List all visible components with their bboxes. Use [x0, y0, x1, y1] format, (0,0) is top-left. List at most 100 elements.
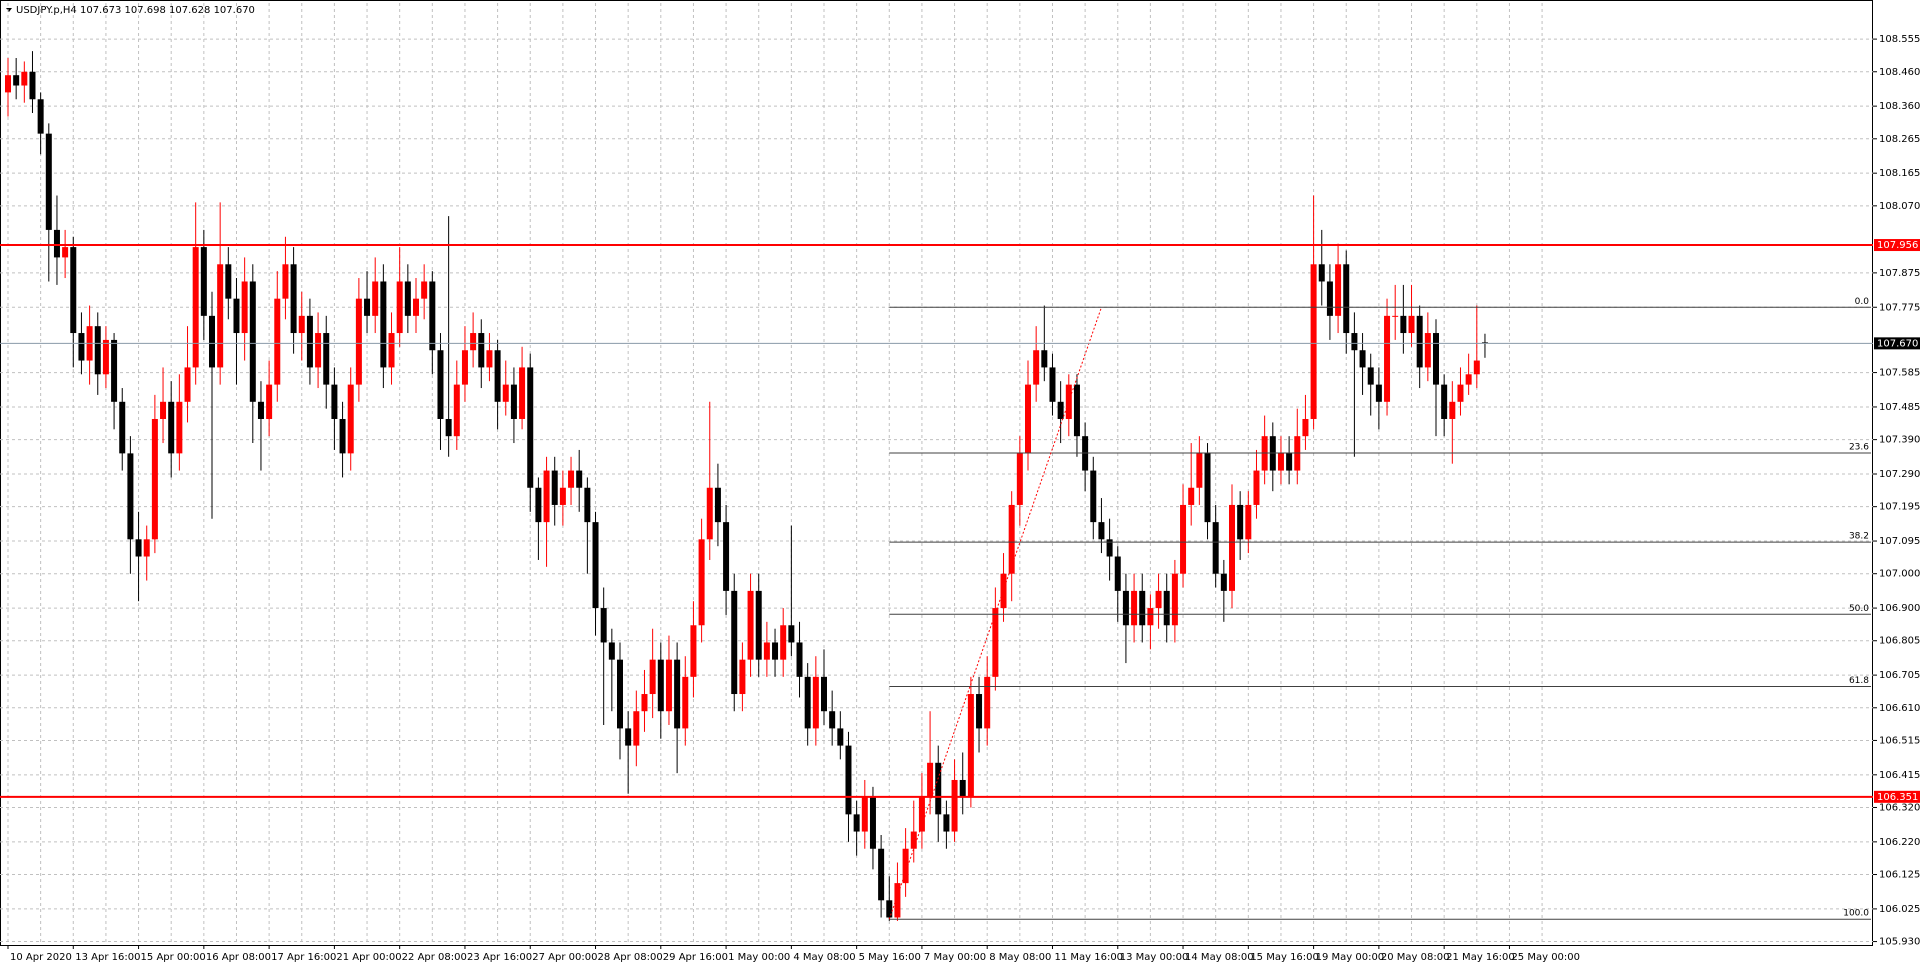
candle-body	[388, 333, 395, 368]
candle-body	[1473, 360, 1480, 375]
price-label-box	[1874, 337, 1920, 350]
candle-body	[274, 298, 281, 385]
candle-body	[1416, 315, 1423, 368]
candle-body	[976, 694, 983, 729]
candle-body	[869, 797, 876, 849]
candle-body	[486, 350, 493, 368]
y-tick-label: 107.875	[1879, 268, 1920, 279]
candle-body	[731, 590, 738, 695]
candle-body	[1400, 315, 1407, 334]
x-tick-label: 16 Apr 08:00	[206, 952, 271, 963]
y-tick-label: 107.390	[1879, 435, 1920, 446]
x-tick-label: 14 May 08:00	[1185, 952, 1254, 963]
candle-body	[445, 418, 452, 437]
candle-body	[119, 401, 126, 454]
x-tick-label: 29 Apr 16:00	[663, 952, 728, 963]
y-tick-label: 106.220	[1879, 837, 1920, 848]
candle-body	[1188, 487, 1195, 505]
x-tick-label: 15 Apr 00:00	[141, 952, 206, 963]
candle-body	[943, 814, 950, 832]
price-label: 107.670	[1877, 338, 1918, 349]
candle-body	[1310, 264, 1317, 419]
candle-body	[878, 848, 885, 901]
candle-body	[184, 367, 191, 402]
candle-body	[739, 659, 746, 695]
x-tick-label: 19 May 00:00	[1316, 952, 1385, 963]
candle-body	[102, 339, 109, 375]
x-tick-label: 15 May 16:00	[1250, 952, 1319, 963]
candle-body	[315, 333, 322, 368]
fib-level-label: 61.8	[1849, 676, 1869, 686]
candle-body	[1131, 590, 1138, 626]
candle-body	[127, 453, 134, 540]
candle-body	[1384, 315, 1391, 402]
candle-body	[755, 590, 762, 660]
candle-body	[1343, 264, 1350, 334]
fib-level-label: 23.6	[1849, 443, 1869, 453]
candle-body	[641, 694, 648, 712]
candle-body	[355, 298, 362, 385]
candle-body	[1237, 504, 1244, 540]
candle-body	[649, 659, 656, 695]
candle-body	[935, 762, 942, 815]
candle-body	[135, 539, 142, 557]
candle-body	[837, 728, 844, 746]
candle-body	[1220, 573, 1227, 591]
candle-body	[1245, 504, 1252, 540]
x-tick-label: 27 Apr 00:00	[532, 952, 597, 963]
candle-body	[1049, 367, 1056, 402]
y-tick-label: 106.805	[1879, 636, 1920, 647]
x-tick-label: 8 May 08:00	[989, 952, 1051, 963]
candle-body	[266, 384, 273, 419]
y-tick-label: 106.515	[1879, 735, 1920, 746]
candle-body	[364, 298, 371, 316]
candle-body	[1065, 384, 1072, 419]
y-tick-label: 106.610	[1879, 703, 1920, 714]
candle-body	[690, 625, 697, 677]
candle-body	[568, 470, 575, 488]
candle-body	[461, 350, 468, 385]
candle-body	[1196, 453, 1203, 488]
candle-body	[429, 281, 436, 351]
candle-body	[160, 401, 167, 419]
candle-body	[176, 401, 183, 454]
x-tick-label: 13 May 00:00	[1120, 952, 1189, 963]
candle-body	[886, 900, 893, 918]
candle-body	[1229, 504, 1235, 591]
candle-body	[143, 539, 150, 557]
price-label-box	[1874, 239, 1920, 252]
candle-body	[1465, 374, 1472, 385]
y-tick-label: 108.070	[1879, 201, 1920, 212]
x-tick-label: 17 Apr 16:00	[271, 952, 336, 963]
y-tick-label: 107.775	[1879, 302, 1920, 313]
candle-body	[992, 608, 999, 677]
candle-body	[62, 247, 69, 258]
candle-body	[1424, 333, 1431, 368]
candle-body	[1155, 590, 1162, 609]
candle-body	[821, 676, 827, 712]
candle-body	[1106, 539, 1113, 557]
candle-body	[94, 326, 101, 375]
candle-body	[1171, 573, 1178, 626]
candle-body	[323, 333, 330, 385]
candle-body	[1008, 504, 1015, 574]
y-tick-label: 107.095	[1879, 536, 1920, 547]
candle-body	[853, 814, 860, 832]
candle-body	[404, 281, 411, 316]
y-tick-label: 108.460	[1879, 67, 1920, 78]
candle-body	[282, 264, 289, 299]
candle-body	[1147, 608, 1154, 626]
candle-body	[1122, 590, 1129, 626]
candle-body	[812, 676, 819, 729]
fib-level-label: 100.0	[1843, 909, 1869, 919]
candle-body	[951, 779, 958, 832]
candle-body	[1090, 470, 1097, 523]
y-tick-label: 108.555	[1879, 34, 1920, 45]
candle-body	[747, 590, 754, 660]
x-tick-label: 11 May 16:00	[1054, 952, 1123, 963]
candle-body	[910, 831, 917, 849]
candle-body	[829, 711, 836, 729]
y-tick-label: 106.025	[1879, 904, 1920, 915]
candle-body	[1286, 453, 1293, 471]
